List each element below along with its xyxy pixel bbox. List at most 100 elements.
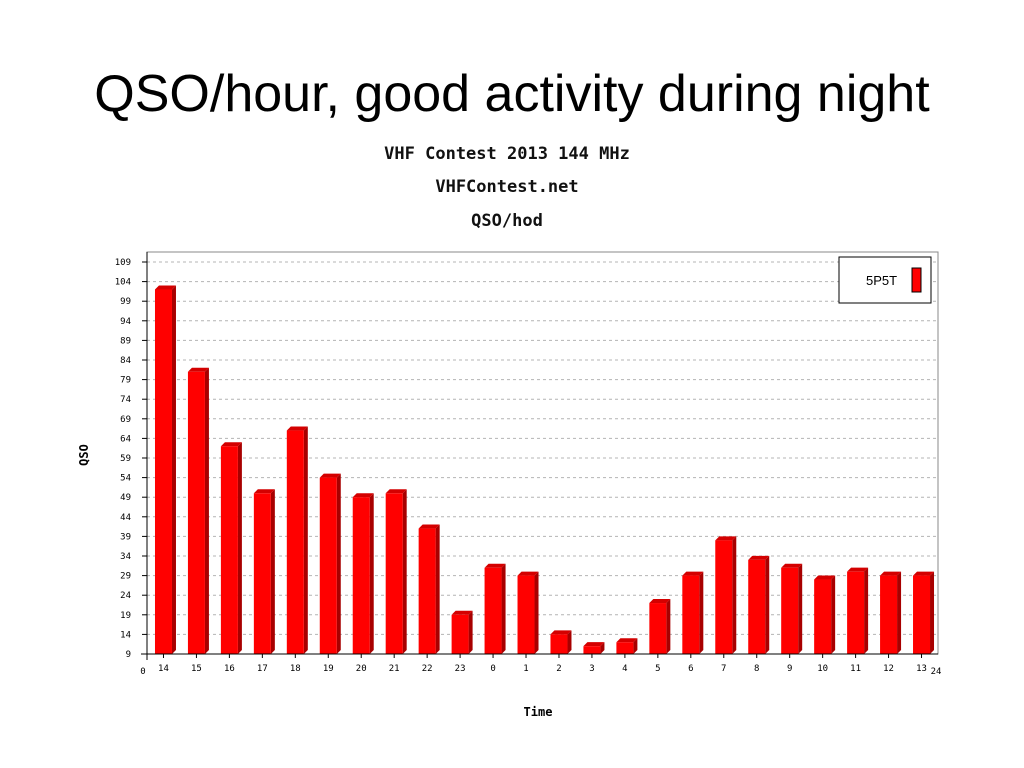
bar-group [418,524,440,654]
x-axis-label: Time [524,705,553,719]
bar-group [880,571,902,654]
bar-top [814,575,836,580]
bar-side [567,630,572,654]
x-tick-label: 3 [589,664,594,674]
bar-top [913,571,935,576]
y-tick-label: 14 [120,630,131,640]
bar-group [814,575,836,654]
bar [847,571,865,654]
y-tick-label: 79 [120,376,131,386]
bar-side [501,563,506,654]
x-tick-label: 4 [622,664,627,674]
bar-top [748,555,770,560]
chart-subtitle: VHFContest.net [435,177,579,197]
x-tick-label: 12 [883,664,894,674]
bar-top [385,489,407,494]
bar [517,575,535,654]
bar-group [616,638,638,654]
bar-group [715,536,737,654]
bar-top [187,367,209,372]
bar [220,446,238,654]
legend: 5P5T [838,256,932,304]
y-tick-label: 99 [120,297,131,307]
bar-group [220,442,242,654]
bar-group [550,630,572,654]
bar-group [517,571,539,654]
x-tick-label: 2 [556,664,561,674]
y-tick-label: 49 [120,493,131,503]
bar [880,575,898,654]
bar [418,528,436,654]
x-tick-label: 7 [721,664,726,674]
x-axis-end-label: 24 [931,667,942,677]
y-tick-label: 94 [120,317,131,327]
bar [781,567,799,654]
bar-group [253,489,275,654]
bar-top [286,426,308,431]
bar-side [930,571,935,654]
bar-group [649,599,671,654]
x-tick-label: 22 [422,664,433,674]
y-tick-label: 64 [120,434,131,444]
x-tick-label: 0 [490,664,495,674]
legend-label: 5P5T [866,273,897,288]
bar-top [715,536,737,541]
x-tick-label: 6 [688,664,693,674]
bar [484,567,502,654]
bar-group [385,489,407,654]
y-tick-label: 29 [120,572,131,582]
y-tick-label: 74 [120,395,131,405]
bar-top [583,642,605,647]
bar [352,497,370,654]
legend-swatch [911,267,922,293]
bar-side [732,536,737,654]
bar [748,559,766,654]
y-tick-label: 19 [120,611,131,621]
y-tick-label: 44 [120,513,131,523]
bar-group [484,563,506,654]
x-tick-label: 18 [290,664,301,674]
x-tick-label: 8 [754,664,759,674]
y-tick-label: 34 [120,552,131,562]
bar [385,493,403,654]
x-tick-label: 1 [523,664,528,674]
bar-group [319,473,341,654]
bar [550,634,568,654]
y-tick-label: 89 [120,336,131,346]
bar [814,579,832,654]
x-tick-label: 16 [224,664,235,674]
x-tick-label: 17 [257,664,268,674]
bar-side [897,571,902,654]
bar-top [682,571,704,576]
x-tick-label: 19 [323,664,334,674]
bar-side [270,489,275,654]
y-tick-label: 9 [126,650,131,660]
bar-side [831,575,836,654]
chart-subtitle-2: QSO/hod [471,211,543,231]
bar [286,430,304,654]
bar-top [418,524,440,529]
bar-side [798,563,803,654]
bar-side [699,571,704,654]
bar-group [781,563,803,654]
x-tick-label: 15 [191,664,202,674]
bar-side [336,473,341,654]
y-tick-label: 54 [120,474,131,484]
bar-side [864,567,869,654]
y-axis-label: QSO [77,444,91,466]
bar-side [369,493,374,654]
x-tick-label: 23 [455,664,466,674]
bar-top [550,630,572,635]
axis-layer: 9141924293439444954596469747984899499104… [115,252,942,677]
bar [616,642,634,654]
bar-top [847,567,869,572]
x-tick-label: 14 [158,664,169,674]
bar-side [303,426,308,654]
bar-side [468,610,473,654]
x-tick-label: 5 [655,664,660,674]
bar [451,614,469,654]
y-tick-label: 59 [120,454,131,464]
y-tick-label: 24 [120,591,131,601]
bar-top [451,610,473,615]
